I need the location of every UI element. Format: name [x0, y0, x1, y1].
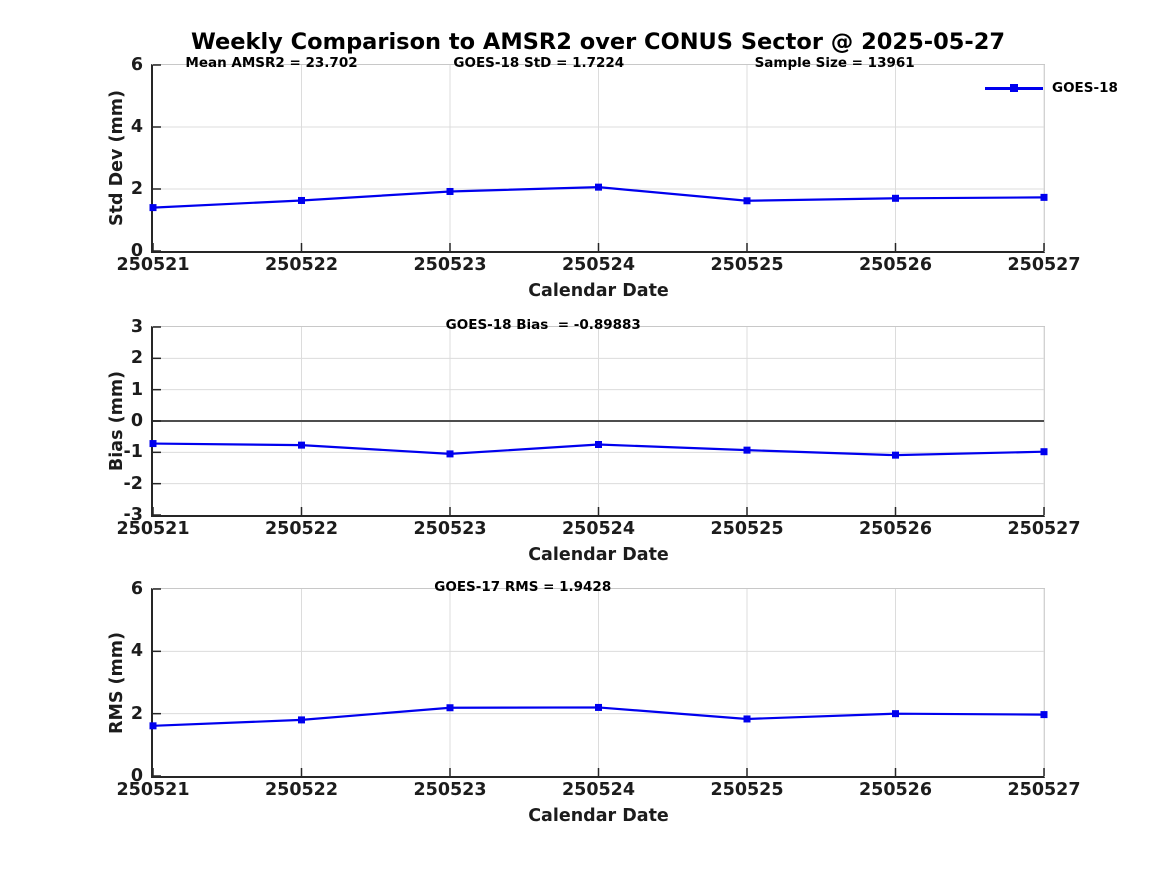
data-point-marker [149, 204, 157, 212]
data-point-marker [149, 440, 157, 448]
subplot-rms: 250521 250522 250523 250524 250525 250526 2505… [107, 579, 1081, 826]
y-tick-label: 6 [130, 55, 143, 75]
x-tick-label: 250521 [116, 255, 190, 275]
x-tick-label: 250527 [1007, 519, 1081, 539]
x-tick-label: 250525 [710, 780, 784, 800]
data-point-marker [743, 197, 751, 205]
data-point-marker [1040, 448, 1048, 456]
x-tick-label: 250522 [264, 255, 339, 275]
x-tick-label: 250527 [1007, 780, 1081, 800]
data-point-marker [446, 704, 454, 712]
x-tick-label: 250523 [413, 255, 487, 275]
data-point-marker [446, 187, 454, 195]
data-point-marker [892, 451, 899, 459]
y-tick-label: -3 [123, 505, 143, 525]
data-point-marker [298, 716, 305, 724]
y-tick-label: 0 [130, 766, 143, 786]
bias-y-axis-label: Bias (mm) [107, 370, 127, 472]
data-point-marker [892, 194, 899, 202]
y-tick-label: -2 [123, 473, 143, 494]
data-point-marker [446, 450, 454, 458]
x-tick-label: 250524 [561, 255, 636, 275]
data-point-marker [298, 441, 305, 449]
y-tick-label: -1 [123, 442, 143, 463]
figure-title: Weekly Comparison to AMSR2 over CONUS Se… [190, 29, 1006, 55]
subplot-bias: 250521 250522 250523 250524 250525 250526 2505… [107, 317, 1081, 565]
data-point-marker [595, 703, 602, 711]
y-tick-label: 6 [130, 579, 143, 599]
subplot-std-dev: GOES-18 250521 250522 250523 250524 250525 25… [107, 55, 1118, 301]
x-tick-label: 250526 [858, 519, 933, 539]
std-dev-y-axis-label: Std Dev (mm) [107, 90, 127, 226]
y-tick-label: 4 [130, 117, 143, 137]
data-point-marker [1040, 711, 1048, 719]
y-tick-label: 0 [130, 241, 143, 261]
bias-x-axis-label: Calendar Date [528, 545, 669, 565]
data-point-marker [595, 183, 602, 191]
x-tick-label: 250522 [264, 780, 339, 800]
data-point-marker [298, 196, 305, 204]
legend: GOES-18 [985, 80, 1118, 96]
data-point-marker [149, 722, 157, 730]
bias-plot-canvas [149, 326, 1048, 516]
data-point-marker [743, 715, 751, 723]
x-tick-label: 250523 [413, 780, 487, 800]
legend-line-sample [985, 84, 1043, 92]
rms-y-axis-label: RMS (mm) [107, 631, 127, 734]
data-point-marker [892, 710, 899, 718]
data-point-marker [1040, 193, 1048, 201]
y-tick-label: 4 [130, 641, 143, 662]
data-point-marker [595, 441, 602, 448]
y-tick-label: 2 [130, 179, 143, 199]
y-tick-label: 0 [130, 411, 143, 431]
x-tick-label: 250521 [116, 519, 190, 539]
x-tick-label: 250521 [116, 780, 190, 800]
data-point-marker [743, 446, 751, 454]
x-tick-label: 250526 [858, 255, 933, 275]
y-tick-label: 2 [130, 348, 143, 369]
x-tick-label: 250522 [264, 519, 339, 539]
std-dev-annotation: Sample Size = 13961 [754, 55, 915, 71]
rms-x-axis-label: Calendar Date [528, 806, 669, 826]
x-tick-label: 250527 [1007, 255, 1081, 275]
y-tick-label: 2 [130, 703, 143, 724]
std-dev-annotation: Mean AMSR2 = 23.702 [185, 55, 358, 71]
bias-annotation: GOES-18 Bias = -0.89883 [445, 317, 641, 333]
std-dev-plot-canvas [149, 64, 1048, 252]
legend-square-marker-icon [1010, 84, 1018, 92]
x-tick-label: 250526 [858, 780, 933, 800]
rms-annotation: GOES-17 RMS = 1.9428 [434, 579, 612, 595]
x-tick-label: 250525 [710, 255, 784, 275]
std-dev-x-axis-label: Calendar Date [528, 281, 669, 301]
x-tick-label: 250524 [561, 519, 636, 539]
x-tick-label: 250525 [710, 519, 784, 539]
y-tick-label: 3 [130, 317, 143, 337]
rms-plot-canvas [149, 588, 1048, 777]
y-tick-label: 1 [130, 379, 143, 400]
x-tick-label: 250523 [413, 519, 487, 539]
std-dev-annotation: GOES-18 StD = 1.7224 [453, 55, 625, 71]
legend-label: GOES-18 [1052, 80, 1118, 96]
x-tick-label: 250524 [561, 780, 636, 800]
